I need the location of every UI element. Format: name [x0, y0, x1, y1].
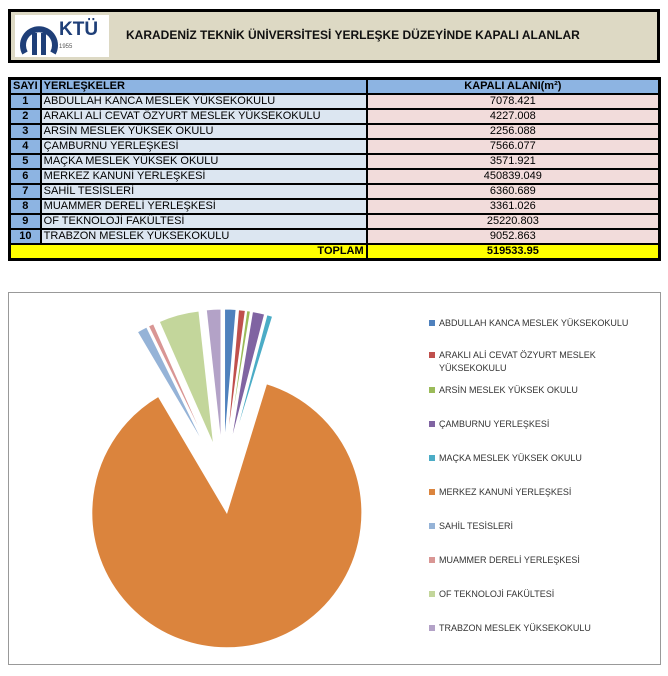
- ktu-logo-icon: [20, 26, 58, 55]
- row-number: 1: [8, 93, 42, 110]
- legend-label: ABDULLAH KANCA MESLEK YÜKSEKOKULU: [439, 318, 629, 328]
- row-number: 5: [8, 153, 42, 170]
- legend-swatch: [429, 421, 435, 427]
- title-banner: KTÜ 1955 KARADENİZ TEKNİK ÜNİVERSİTESİ Y…: [8, 9, 660, 63]
- total-label: TOPLAM: [8, 243, 368, 261]
- closed-area: 7566.077: [365, 138, 661, 155]
- legend-item: MAÇKA MESLEK YÜKSEK OKULU: [429, 452, 649, 465]
- legend-swatch: [429, 557, 435, 563]
- legend-item: ARSİN MESLEK YÜKSEK OKULU: [429, 384, 649, 397]
- legend-item: MERKEZ KANUNİ YERLEŞKESİ: [429, 486, 649, 499]
- row-number: 4: [8, 138, 42, 155]
- campus-name: TRABZON MESLEK YÜKSEKOKULU: [39, 228, 368, 245]
- legend-label: ARSİN MESLEK YÜKSEK OKULU: [439, 385, 578, 395]
- col-header-campus: YERLEŞKELER: [39, 77, 368, 95]
- legend-swatch: [429, 387, 435, 393]
- row-number: 7: [8, 183, 42, 200]
- campus-name: ABDULLAH KANCA MESLEK YÜKSEKOKULU: [39, 93, 368, 110]
- legend-label: MUAMMER DERELİ YERLEŞKESİ: [439, 555, 580, 565]
- legend-label: ARAKLI ALİ CEVAT ÖZYURT MESLEK YÜKSEKOKU…: [439, 350, 596, 373]
- pie-slice: [147, 323, 209, 448]
- pie-slice: [227, 310, 252, 445]
- pie-slice: [230, 311, 266, 445]
- table-row: 4 ÇAMBURNU YERLEŞKESİ 7566.077: [8, 138, 661, 155]
- page-title: KARADENİZ TEKNİK ÜNİVERSİTESİ YERLEŞKE D…: [126, 28, 580, 42]
- campus-name: ARAKLI ALİ CEVAT ÖZYURT MESLEK YÜKSEKOKU…: [39, 108, 368, 125]
- pie-slice: [224, 308, 237, 445]
- row-number: 3: [8, 123, 42, 140]
- pie-slice: [91, 383, 363, 649]
- closed-area: 4227.008: [365, 108, 661, 125]
- legend-swatch: [429, 523, 435, 529]
- legend-item: TRABZON MESLEK YÜKSEKOKULU: [429, 622, 649, 635]
- closed-area: 3571.921: [365, 153, 661, 170]
- table-row: 5 MAÇKA MESLEK YÜKSEK OKULU 3571.921: [8, 153, 661, 170]
- pie-chart: ABDULLAH KANCA MESLEK YÜKSEKOKULU ARAKLI …: [8, 292, 661, 665]
- legend-label: SAHİL TESİSLERİ: [439, 521, 514, 531]
- campus-name: SAHİL TESİSLERİ: [39, 183, 368, 200]
- ktu-logo: KTÜ 1955: [15, 15, 109, 57]
- closed-area: 3361.026: [365, 198, 661, 215]
- legend-swatch: [429, 455, 435, 461]
- closed-area: 450839.049: [365, 168, 661, 185]
- col-header-area: KAPALI ALANI(m²): [365, 77, 661, 95]
- pie-slice: [158, 310, 215, 446]
- campus-area-table: SAYI YERLEŞKELER KAPALI ALANI(m²) 1 ABDUL…: [8, 77, 661, 261]
- pie-slice: [232, 314, 274, 446]
- legend-item: MUAMMER DERELİ YERLEŞKESİ: [429, 554, 649, 567]
- pie-slice: [205, 308, 222, 445]
- row-number: 2: [8, 108, 42, 125]
- legend-swatch: [429, 320, 435, 326]
- campus-name: MAÇKA MESLEK YÜKSEK OKULU: [39, 153, 368, 170]
- table-row: 8 MUAMMER DERELİ YERLEŞKESİ 3361.026: [8, 198, 661, 215]
- legend-item: ARAKLI ALİ CEVAT ÖZYURT MESLEK YÜKSEKOKU…: [429, 349, 649, 375]
- table-row: 9 OF TEKNOLOJİ FAKÜLTESİ 25220.803: [8, 213, 661, 230]
- closed-area: 25220.803: [365, 213, 661, 230]
- row-number: 8: [8, 198, 42, 215]
- closed-area: 6360.689: [365, 183, 661, 200]
- legend-swatch: [429, 625, 435, 631]
- total-row: TOPLAM 519533.95: [8, 243, 661, 261]
- row-number: 10: [8, 228, 42, 245]
- closed-area: 2256.088: [365, 123, 661, 140]
- campus-name: MERKEZ KANUNİ YERLEŞKESİ: [39, 168, 368, 185]
- total-value: 519533.95: [365, 243, 661, 261]
- row-number: 9: [8, 213, 42, 230]
- campus-name: MUAMMER DERELİ YERLEŞKESİ: [39, 198, 368, 215]
- legend-item: SAHİL TESİSLERİ: [429, 520, 649, 533]
- legend-label: TRABZON MESLEK YÜKSEKOKULU: [439, 623, 591, 633]
- pie-svg: [91, 308, 363, 649]
- legend-swatch: [429, 352, 435, 358]
- table-row: 2 ARAKLI ALİ CEVAT ÖZYURT MESLEK YÜKSEKOK…: [8, 108, 661, 125]
- legend-label: ÇAMBURNU YERLEŞKESİ: [439, 419, 550, 429]
- table-row: 7 SAHİL TESİSLERİ 6360.689: [8, 183, 661, 200]
- table-row: 3 ARSİN MESLEK YÜKSEK OKULU 2256.088: [8, 123, 661, 140]
- closed-area: 9052.863: [365, 228, 661, 245]
- legend-swatch: [429, 489, 435, 495]
- legend-label: OF TEKNOLOJİ FAKÜLTESİ: [439, 589, 555, 599]
- logo-text: KTÜ: [59, 19, 99, 40]
- campus-name: OF TEKNOLOJİ FAKÜLTESİ: [39, 213, 368, 230]
- closed-area: 7078.421: [365, 93, 661, 110]
- col-header-no: SAYI: [8, 77, 42, 95]
- pie-slice: [226, 309, 246, 445]
- pie-slice: [136, 326, 207, 449]
- legend-item: ABDULLAH KANCA MESLEK YÜKSEKOKULU: [429, 317, 649, 330]
- campus-name: ARSİN MESLEK YÜKSEK OKULU: [39, 123, 368, 140]
- table-row: 1 ABDULLAH KANCA MESLEK YÜKSEKOKULU 7078.4…: [8, 93, 661, 110]
- table-header: SAYI YERLEŞKELER KAPALI ALANI(m²): [8, 77, 661, 95]
- table-row: 6 MERKEZ KANUNİ YERLEŞKESİ 450839.049: [8, 168, 661, 185]
- legend-label: MAÇKA MESLEK YÜKSEK OKULU: [439, 453, 582, 463]
- campus-name: ÇAMBURNU YERLEŞKESİ: [39, 138, 368, 155]
- logo-year: 1955: [59, 44, 73, 50]
- legend-swatch: [429, 591, 435, 597]
- legend-item: ÇAMBURNU YERLEŞKESİ: [429, 418, 649, 431]
- legend-label: MERKEZ KANUNİ YERLEŞKESİ: [439, 487, 572, 497]
- row-number: 6: [8, 168, 42, 185]
- table-row: 10 TRABZON MESLEK YÜKSEKOKULU 9052.863: [8, 228, 661, 245]
- legend-item: OF TEKNOLOJİ FAKÜLTESİ: [429, 588, 649, 601]
